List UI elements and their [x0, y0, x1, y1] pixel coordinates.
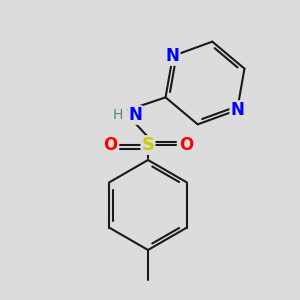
Text: H: H	[113, 108, 123, 122]
Text: O: O	[179, 136, 193, 154]
Text: N: N	[166, 47, 180, 65]
Text: O: O	[103, 136, 117, 154]
Text: N: N	[230, 101, 244, 119]
Text: S: S	[142, 136, 154, 154]
Text: N: N	[128, 106, 142, 124]
